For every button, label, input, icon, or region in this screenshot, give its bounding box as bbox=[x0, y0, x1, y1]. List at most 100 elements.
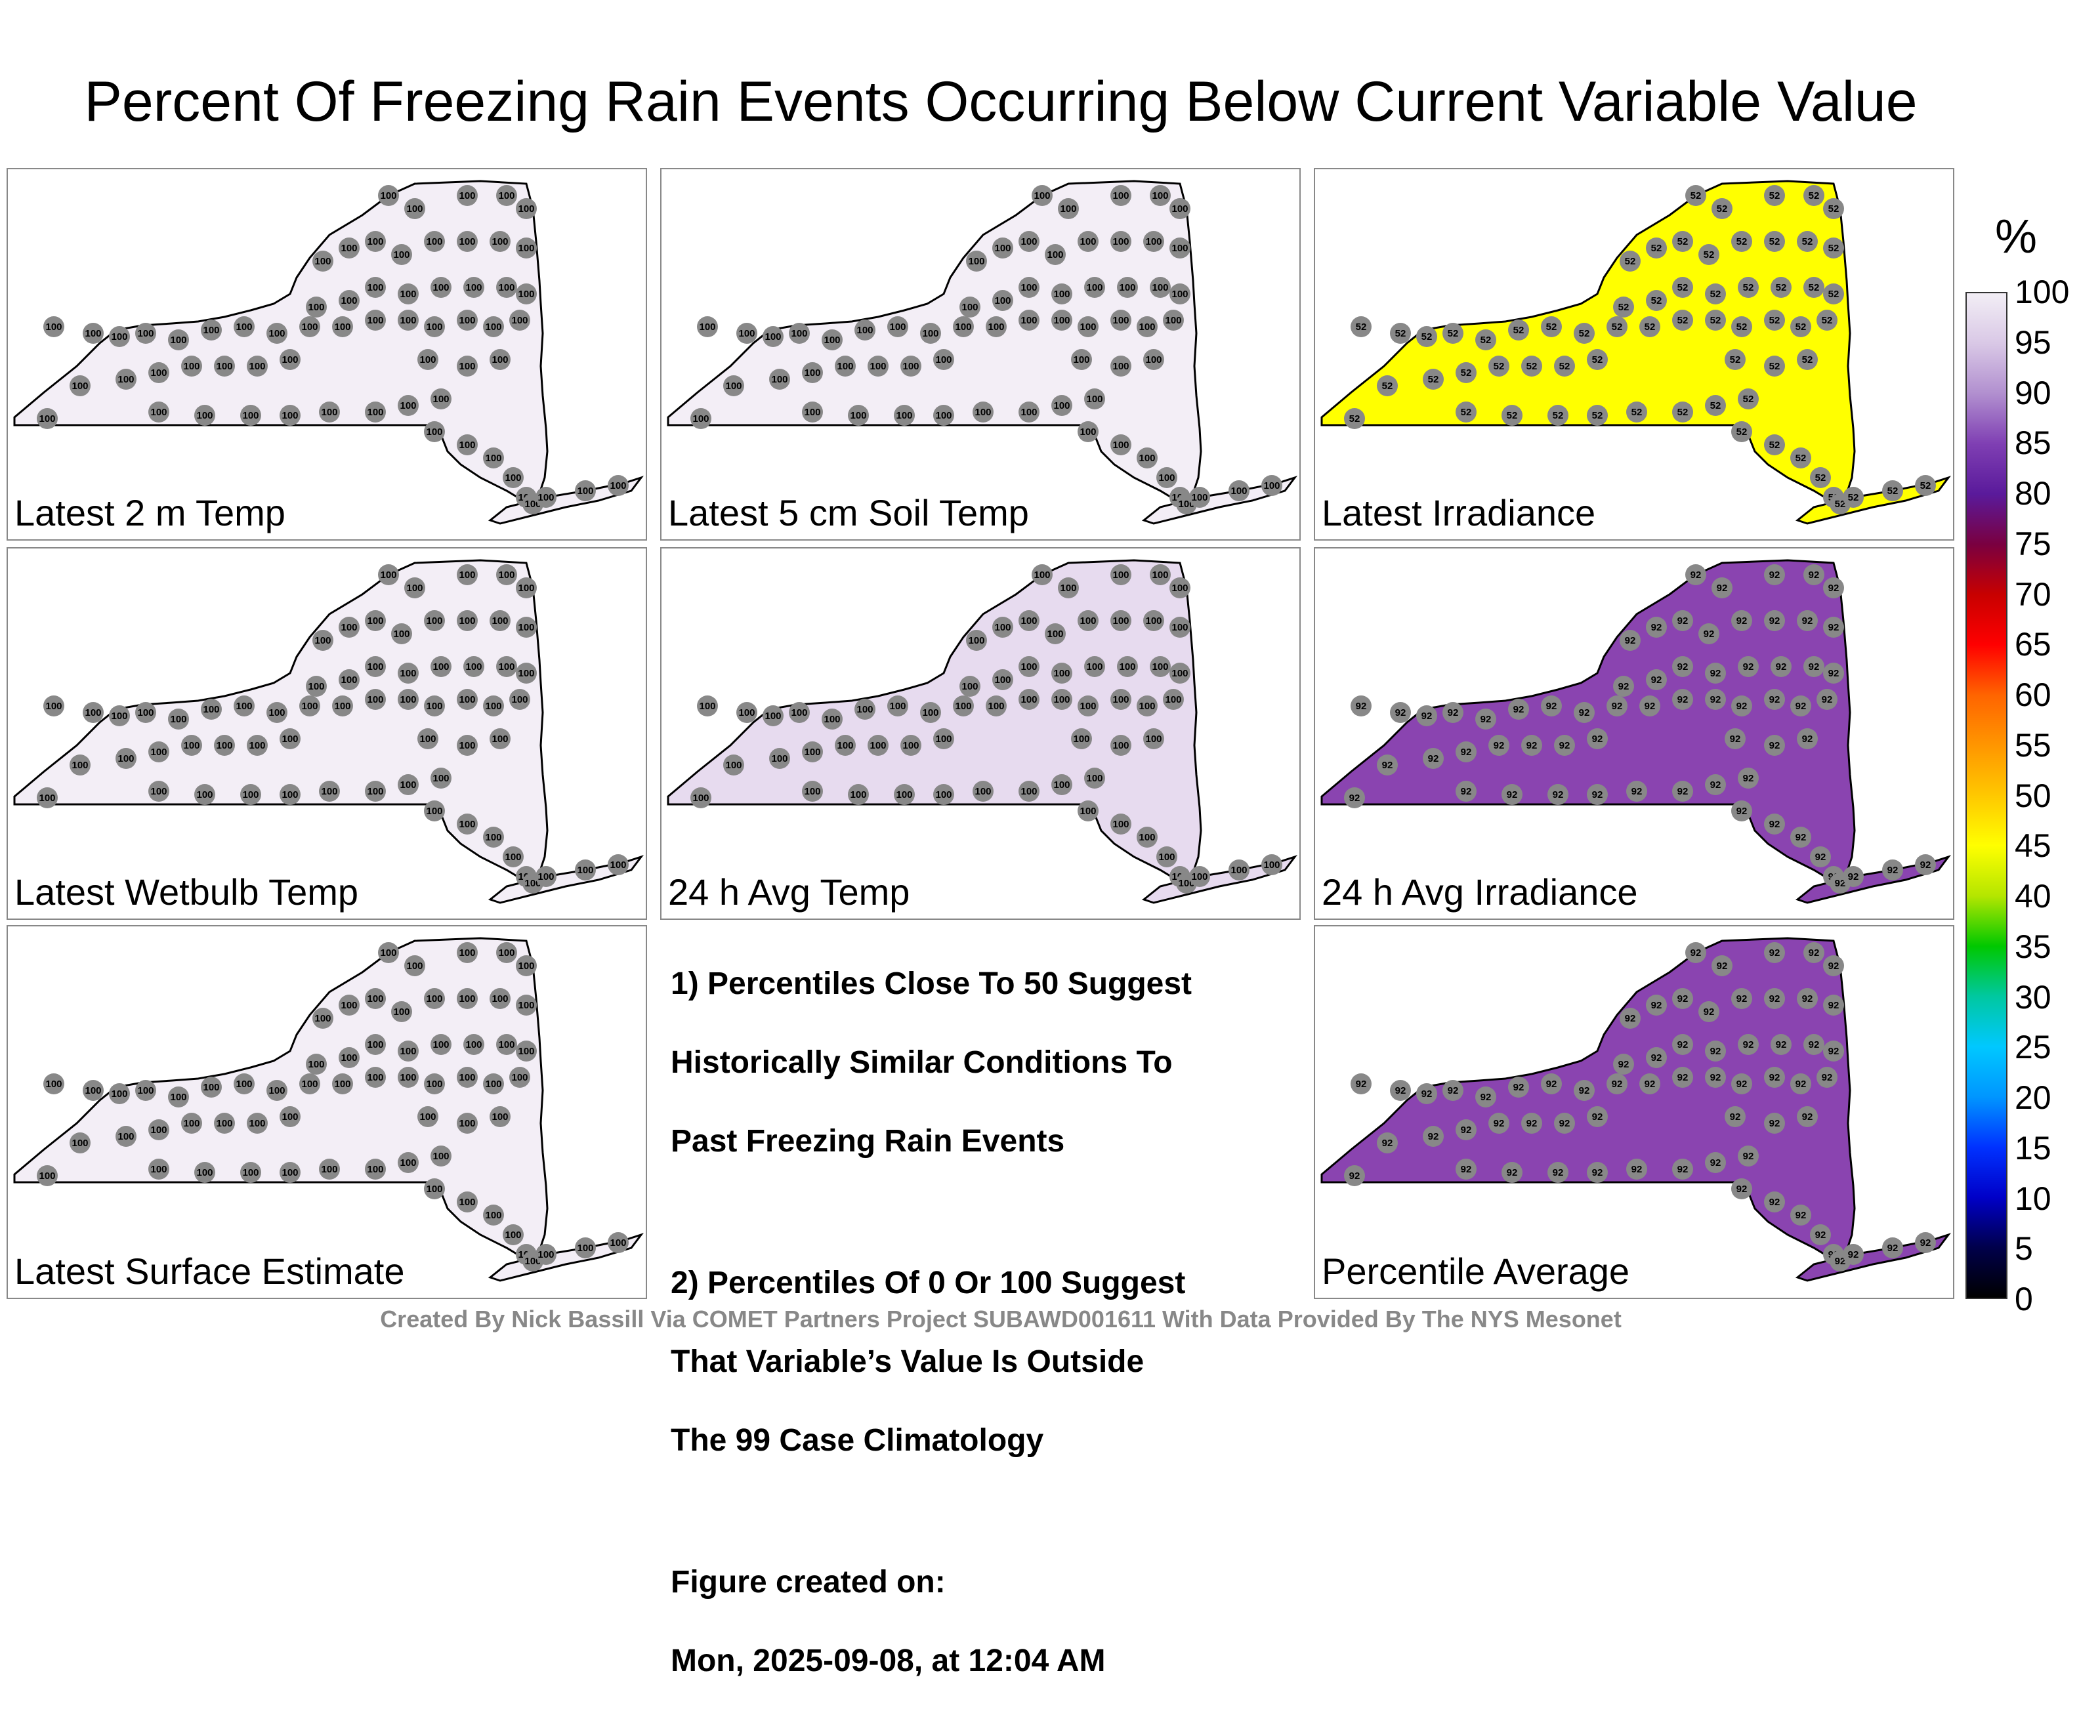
station-marker: 100 bbox=[240, 784, 261, 805]
station-marker: 52 bbox=[1725, 349, 1746, 370]
station-marker: 92 bbox=[1764, 942, 1785, 963]
station-marker: 100 bbox=[181, 356, 202, 377]
station-value: 92 bbox=[1651, 622, 1662, 633]
station-value: 100 bbox=[1020, 694, 1037, 705]
station-value: 100 bbox=[961, 302, 978, 313]
station-value: 100 bbox=[1171, 668, 1188, 679]
station-marker: 92 bbox=[1351, 1073, 1372, 1094]
station-value: 92 bbox=[1690, 569, 1702, 581]
station-marker: 52 bbox=[1646, 238, 1667, 258]
station-marker: 100 bbox=[1169, 663, 1190, 684]
station-marker: 92 bbox=[1685, 564, 1706, 585]
station-value: 92 bbox=[1776, 1039, 1787, 1050]
station-marker: 100 bbox=[266, 702, 287, 723]
station-marker: 100 bbox=[1058, 577, 1079, 598]
station-value: 100 bbox=[432, 773, 449, 784]
station-marker: 100 bbox=[404, 198, 425, 219]
station-value: 100 bbox=[459, 615, 475, 627]
station-value: 100 bbox=[725, 381, 742, 392]
station-marker: 100 bbox=[234, 316, 255, 337]
station-marker: 100 bbox=[299, 695, 320, 716]
station-value: 100 bbox=[485, 832, 501, 843]
station-value: 92 bbox=[1809, 661, 1820, 672]
map-panel-latest-surface-estimate: 100 100 100 100 100 100 100 100 100 100 100 100 100 1… bbox=[7, 925, 647, 1299]
station-marker: 100 bbox=[109, 705, 130, 726]
station-value: 52 bbox=[1677, 315, 1689, 326]
station-value: 100 bbox=[308, 681, 324, 692]
station-marker: 52 bbox=[1915, 475, 1936, 496]
station-value: 100 bbox=[85, 707, 101, 718]
station-marker: 92 bbox=[1843, 1244, 1864, 1265]
station-marker: 100 bbox=[509, 310, 530, 331]
station-value: 100 bbox=[1034, 569, 1050, 581]
station-value: 92 bbox=[1809, 1039, 1820, 1050]
station-value: 92 bbox=[1356, 1079, 1367, 1090]
station-marker: 100 bbox=[1137, 316, 1158, 337]
station-value: 52 bbox=[1815, 472, 1826, 484]
station-value: 100 bbox=[282, 354, 298, 365]
station-marker: 100 bbox=[43, 1073, 64, 1094]
colorbar-tick-label: 55 bbox=[2015, 726, 2051, 764]
colorbar-tick-label: 30 bbox=[2015, 978, 2051, 1016]
station-value: 100 bbox=[203, 704, 219, 715]
station-value: 92 bbox=[1887, 865, 1899, 876]
station-marker: 100 bbox=[490, 988, 511, 1009]
station-marker: 100 bbox=[365, 656, 386, 677]
station-marker: 100 bbox=[424, 610, 445, 631]
station-marker: 100 bbox=[214, 1113, 235, 1134]
station-marker: 100 bbox=[1051, 774, 1072, 795]
station-marker: 100 bbox=[1078, 421, 1099, 442]
station-marker: 100 bbox=[463, 656, 484, 677]
station-value: 100 bbox=[400, 694, 416, 705]
station-value: 52 bbox=[1710, 289, 1721, 300]
station-marker: 100 bbox=[280, 405, 301, 426]
ny-state-map: 100 100 100 100 100 100 100 100 100 100 100 100 100 1… bbox=[667, 559, 1298, 904]
station-value: 100 bbox=[426, 701, 442, 712]
station-marker: 92 bbox=[1823, 1041, 1844, 1062]
station-value: 100 bbox=[406, 583, 423, 594]
station-marker: 100 bbox=[430, 277, 452, 298]
station-marker: 100 bbox=[299, 1073, 320, 1094]
station-value: 100 bbox=[1080, 321, 1096, 333]
station-marker: 100 bbox=[391, 623, 412, 644]
station-value: 100 bbox=[485, 1079, 501, 1090]
station-marker: 92 bbox=[1915, 854, 1936, 875]
station-marker: 100 bbox=[608, 854, 629, 875]
station-marker: 92 bbox=[1521, 1113, 1542, 1134]
station-marker: 100 bbox=[332, 1073, 353, 1094]
station-value: 92 bbox=[1710, 779, 1721, 791]
station-value: 100 bbox=[1020, 315, 1037, 326]
station-marker: 100 bbox=[900, 356, 921, 377]
station-value: 52 bbox=[1690, 190, 1702, 201]
station-value: 100 bbox=[824, 335, 840, 346]
station-value: 92 bbox=[1769, 1197, 1780, 1208]
station-value: 92 bbox=[1717, 961, 1728, 972]
station-value: 100 bbox=[426, 1184, 442, 1195]
station-value: 100 bbox=[505, 1230, 521, 1241]
station-value: 100 bbox=[196, 1167, 213, 1178]
station-marker: 100 bbox=[966, 251, 987, 272]
station-value: 100 bbox=[432, 282, 449, 293]
station-marker: 92 bbox=[1823, 617, 1844, 638]
station-value: 52 bbox=[1736, 426, 1748, 438]
station-value: 92 bbox=[1677, 1072, 1689, 1083]
station-marker: 92 bbox=[1915, 1232, 1936, 1253]
station-marker: 92 bbox=[1390, 702, 1411, 723]
station-value: 92 bbox=[1736, 615, 1748, 627]
colorbar-tick-label: 45 bbox=[2015, 827, 2051, 865]
station-value: 100 bbox=[367, 615, 383, 627]
station-marker: 100 bbox=[398, 1067, 419, 1088]
station-value: 100 bbox=[242, 410, 259, 421]
station-value: 100 bbox=[518, 622, 534, 633]
station-marker: 100 bbox=[1143, 610, 1164, 631]
station-value: 100 bbox=[577, 1243, 593, 1254]
station-value: 100 bbox=[216, 361, 232, 372]
station-marker: 92 bbox=[1738, 768, 1759, 789]
station-marker: 100 bbox=[306, 297, 327, 318]
station-marker: 100 bbox=[1110, 564, 1131, 585]
station-value: 92 bbox=[1553, 1167, 1564, 1178]
station-marker: 92 bbox=[1790, 1205, 1811, 1226]
station-marker: 92 bbox=[1764, 689, 1785, 710]
station-marker: 100 bbox=[848, 405, 869, 426]
station-marker: 92 bbox=[1790, 695, 1811, 716]
